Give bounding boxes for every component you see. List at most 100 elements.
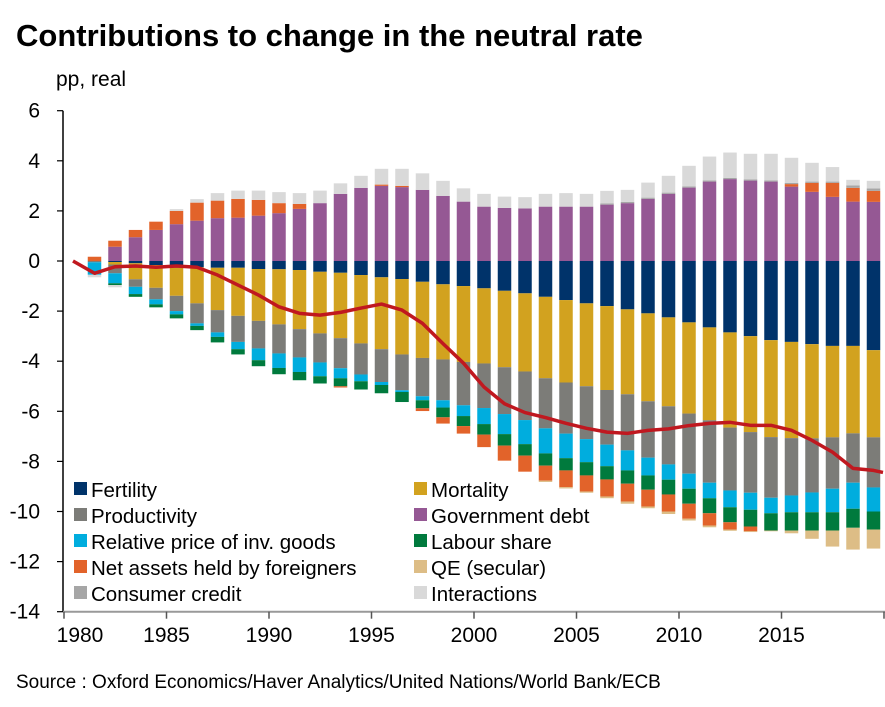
bar-segment-labour-share-2000 — [477, 424, 491, 435]
bar-segment-government-debt-2016 — [805, 191, 819, 261]
legend-swatch — [74, 508, 87, 521]
bar-segment-consumer-credit-2012 — [723, 177, 737, 180]
bar-segment-net-assets-held-by-foreigners-2013 — [743, 526, 758, 532]
bar-segment-mortality-1999 — [456, 286, 471, 362]
bar-segment-government-debt-1999 — [456, 201, 471, 261]
bar-segment-government-debt-2006 — [600, 204, 614, 261]
bar-segment-fertility-1992 — [313, 261, 327, 272]
bar-segment-relative-price-of-inv-goods-2007 — [620, 450, 635, 471]
bar-segment-productivity-1990 — [272, 324, 286, 354]
bar-segment-productivity-2012 — [723, 427, 737, 491]
bar-segment-labour-share-1987 — [210, 336, 225, 343]
bar-segment-qe-secular--2007 — [620, 501, 635, 504]
bar-segment-interactions-1982 — [108, 285, 122, 288]
legend-label: Consumer credit — [91, 583, 242, 606]
bar-segment-productivity-2014 — [764, 437, 778, 498]
bar-group-2019 — [866, 180, 881, 549]
bar-segment-labour-share-1993 — [333, 378, 348, 387]
bar-segment-qe-secular--2017 — [825, 530, 840, 547]
bar-segment-productivity-2003 — [538, 378, 553, 429]
bar-segment-mortality-2007 — [620, 309, 635, 395]
bar-segment-interactions-2012 — [723, 152, 737, 178]
bar-segment-net-assets-held-by-foreigners-1997 — [415, 408, 430, 412]
bar-segment-government-debt-2011 — [702, 181, 717, 261]
bar-segment-labour-share-1990 — [272, 367, 286, 375]
bar-segment-relative-price-of-inv-goods-1995 — [374, 381, 389, 385]
bar-segment-interactions-1986 — [190, 199, 204, 203]
bar-segment-interactions-2003 — [538, 193, 553, 207]
bar-segment-relative-price-of-inv-goods-2008 — [641, 457, 655, 476]
bar-segment-relative-price-of-inv-goods-1990 — [272, 353, 286, 368]
bar-segment-mortality-1988 — [231, 267, 245, 316]
bar-segment-mortality-2004 — [559, 300, 573, 383]
bar-segment-labour-share-2016 — [805, 512, 819, 531]
bar-segment-fertility-2012 — [723, 261, 737, 333]
bar-group-2018 — [846, 179, 860, 550]
legend-item-relative-price-of-inv-goods: Relative price of inv. goods — [74, 531, 336, 554]
bar-segment-fertility-2006 — [600, 261, 614, 307]
bar-segment-fertility-1983 — [128, 261, 143, 264]
legend-swatch — [74, 586, 87, 599]
bar-segment-government-debt-1986 — [190, 220, 204, 261]
bar-segment-productivity-2006 — [600, 390, 614, 445]
bar-segment-net-assets-held-by-foreigners-1981 — [87, 256, 102, 261]
y-tick-label: 0 — [28, 250, 40, 273]
bar-segment-net-assets-held-by-foreigners-1996 — [395, 185, 409, 188]
bar-segment-fertility-2001 — [497, 261, 512, 291]
bar-segment-interactions-1987 — [210, 193, 225, 201]
bar-segment-labour-share-1998 — [436, 407, 450, 418]
bar-group-2009 — [661, 175, 676, 515]
bar-segment-government-debt-2012 — [723, 179, 737, 261]
bar-segment-net-assets-held-by-foreigners-2005 — [579, 475, 594, 492]
bar-segment-net-assets-held-by-foreigners-2006 — [600, 479, 614, 497]
bar-segment-labour-share-1988 — [231, 349, 245, 355]
x-tick-label: 2015 — [758, 624, 805, 647]
bar-segment-qe-secular--2014 — [764, 530, 778, 532]
bar-segment-fertility-1995 — [374, 261, 389, 278]
bar-segment-net-assets-held-by-foreigners-1990 — [272, 203, 286, 214]
bar-segment-net-assets-held-by-foreigners-1985 — [169, 210, 184, 225]
bar-segment-net-assets-held-by-foreigners-2017 — [825, 182, 840, 197]
bar-group-2015 — [784, 157, 799, 534]
bar-segment-net-assets-held-by-foreigners-1982 — [108, 240, 122, 247]
bar-segment-labour-share-2002 — [518, 444, 532, 456]
bar-segment-interactions-1994 — [354, 175, 368, 188]
bar-segment-mortality-1984 — [149, 265, 163, 288]
bar-segment-government-debt-1997 — [415, 189, 430, 261]
bar-segment-net-assets-held-by-foreigners-2019 — [866, 190, 881, 202]
bar-segment-interactions-1999 — [456, 188, 471, 202]
bar-segment-productivity-1991 — [292, 329, 307, 358]
bar-segment-productivity-1998 — [436, 359, 450, 401]
bar-segment-mortality-1985 — [169, 267, 184, 296]
bar-segment-net-assets-held-by-foreigners-2010 — [682, 503, 696, 519]
bar-segment-interactions-2006 — [600, 190, 614, 204]
bar-segment-relative-price-of-inv-goods-2003 — [538, 428, 553, 454]
bar-segment-consumer-credit-2007 — [620, 201, 635, 204]
bar-segment-government-debt-2007 — [620, 203, 635, 261]
bar-group-2013 — [743, 153, 758, 533]
bar-group-1990 — [272, 192, 286, 375]
bar-segment-qe-secular--2008 — [641, 506, 655, 509]
bar-segment-government-debt-1991 — [292, 208, 307, 261]
bar-segment-qe-secular--2011 — [702, 525, 717, 528]
bar-segment-net-assets-held-by-foreigners-1984 — [149, 221, 163, 230]
bar-segment-relative-price-of-inv-goods-1982 — [108, 273, 122, 284]
bar-group-1998 — [436, 180, 450, 424]
bar-segment-productivity-1995 — [374, 349, 389, 382]
bar-group-2004 — [559, 193, 573, 489]
y-tick-label: -2 — [21, 300, 40, 323]
bar-segment-net-assets-held-by-foreigners-2007 — [620, 483, 635, 502]
bar-segment-government-debt-1987 — [210, 218, 225, 261]
bar-segment-productivity-1981 — [87, 261, 102, 263]
bar-segment-net-assets-held-by-foreigners-2016 — [805, 182, 819, 192]
bar-segment-productivity-2015 — [784, 438, 799, 496]
bar-segment-fertility-2011 — [702, 261, 717, 328]
bar-group-1997 — [415, 173, 430, 412]
legend-item-productivity: Productivity — [74, 505, 198, 528]
bar-segment-consumer-credit-2013 — [743, 179, 758, 181]
bar-segment-mortality-2018 — [846, 345, 860, 434]
bar-segment-mortality-2008 — [641, 313, 655, 402]
bar-segment-net-assets-held-by-foreigners-2012 — [723, 522, 737, 530]
bar-segment-labour-share-1996 — [395, 392, 409, 403]
bar-segment-interactions-2018 — [846, 179, 860, 186]
